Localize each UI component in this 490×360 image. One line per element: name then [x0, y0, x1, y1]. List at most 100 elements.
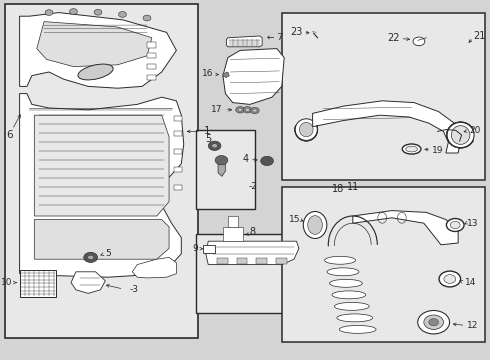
Polygon shape [20, 94, 184, 277]
Ellipse shape [299, 122, 313, 137]
Ellipse shape [78, 64, 113, 80]
Polygon shape [20, 13, 176, 88]
Text: 8: 8 [249, 227, 255, 237]
Text: 5: 5 [105, 249, 111, 258]
Polygon shape [37, 22, 152, 67]
Circle shape [70, 9, 77, 14]
FancyBboxPatch shape [282, 13, 485, 180]
Ellipse shape [332, 291, 366, 299]
Ellipse shape [339, 325, 376, 333]
Text: 9: 9 [193, 244, 198, 253]
Text: 19: 19 [432, 146, 443, 155]
Bar [174, 185, 182, 190]
Ellipse shape [417, 310, 450, 334]
Text: ← 7: ← 7 [267, 33, 283, 42]
Ellipse shape [324, 256, 355, 264]
Circle shape [45, 10, 53, 15]
Polygon shape [223, 72, 229, 77]
Circle shape [250, 107, 259, 114]
Ellipse shape [303, 211, 327, 238]
Text: 20: 20 [469, 126, 481, 135]
Circle shape [261, 156, 273, 166]
Text: 10: 10 [1, 278, 12, 287]
Text: 6: 6 [6, 130, 13, 140]
Polygon shape [132, 257, 176, 278]
Circle shape [413, 37, 425, 46]
Circle shape [444, 275, 456, 283]
Bar [203, 245, 215, 253]
Text: 12: 12 [467, 321, 478, 330]
Polygon shape [218, 164, 225, 176]
Bar [276, 258, 287, 264]
Text: -3: -3 [130, 285, 139, 294]
Circle shape [236, 107, 245, 113]
Bar [174, 167, 182, 172]
Text: 22: 22 [387, 33, 399, 43]
Bar [217, 258, 228, 264]
Bar [228, 216, 238, 227]
Circle shape [212, 144, 218, 148]
Ellipse shape [451, 126, 470, 144]
Polygon shape [206, 241, 299, 265]
Ellipse shape [295, 119, 318, 140]
Circle shape [253, 109, 257, 112]
Bar [20, 270, 56, 297]
Ellipse shape [327, 268, 359, 276]
Text: 21: 21 [473, 31, 486, 41]
Bar [174, 116, 182, 121]
Ellipse shape [308, 216, 322, 234]
Text: 18: 18 [332, 184, 344, 194]
Ellipse shape [406, 146, 417, 152]
Text: 15: 15 [289, 215, 300, 224]
Bar [256, 258, 267, 264]
Bar [147, 75, 156, 80]
Ellipse shape [429, 319, 439, 326]
Circle shape [243, 107, 252, 113]
Bar [147, 53, 156, 58]
Circle shape [119, 12, 126, 17]
FancyBboxPatch shape [196, 234, 304, 313]
Bar [237, 258, 247, 264]
Circle shape [245, 108, 249, 111]
Text: 16: 16 [202, 69, 213, 78]
FancyBboxPatch shape [5, 4, 198, 338]
Circle shape [215, 156, 228, 165]
Circle shape [84, 252, 98, 262]
Polygon shape [34, 115, 169, 216]
Circle shape [446, 219, 464, 231]
Polygon shape [313, 101, 461, 153]
Ellipse shape [402, 144, 421, 154]
Ellipse shape [447, 122, 474, 148]
Circle shape [439, 271, 461, 287]
Ellipse shape [424, 315, 443, 329]
Circle shape [450, 221, 460, 229]
Text: 17: 17 [212, 105, 223, 114]
Text: 14: 14 [465, 278, 476, 287]
Circle shape [94, 9, 102, 15]
Polygon shape [71, 272, 105, 293]
Circle shape [238, 108, 242, 111]
Bar [147, 42, 156, 48]
Ellipse shape [335, 302, 369, 310]
Circle shape [88, 255, 94, 260]
Circle shape [208, 141, 221, 150]
Ellipse shape [337, 314, 372, 322]
FancyBboxPatch shape [196, 130, 255, 209]
Bar [223, 227, 243, 241]
Polygon shape [223, 49, 284, 104]
Text: 5: 5 [205, 134, 211, 144]
Bar [147, 64, 156, 69]
Text: 11: 11 [346, 182, 359, 192]
FancyBboxPatch shape [282, 187, 485, 342]
Polygon shape [34, 220, 169, 259]
Text: 23: 23 [290, 27, 302, 37]
Polygon shape [353, 211, 458, 245]
Text: 13: 13 [466, 219, 478, 228]
Text: 4: 4 [243, 154, 249, 165]
Polygon shape [226, 36, 262, 47]
Text: 1: 1 [203, 126, 210, 136]
Bar [174, 131, 182, 136]
Bar [174, 149, 182, 154]
Ellipse shape [329, 279, 362, 287]
Circle shape [143, 15, 151, 21]
